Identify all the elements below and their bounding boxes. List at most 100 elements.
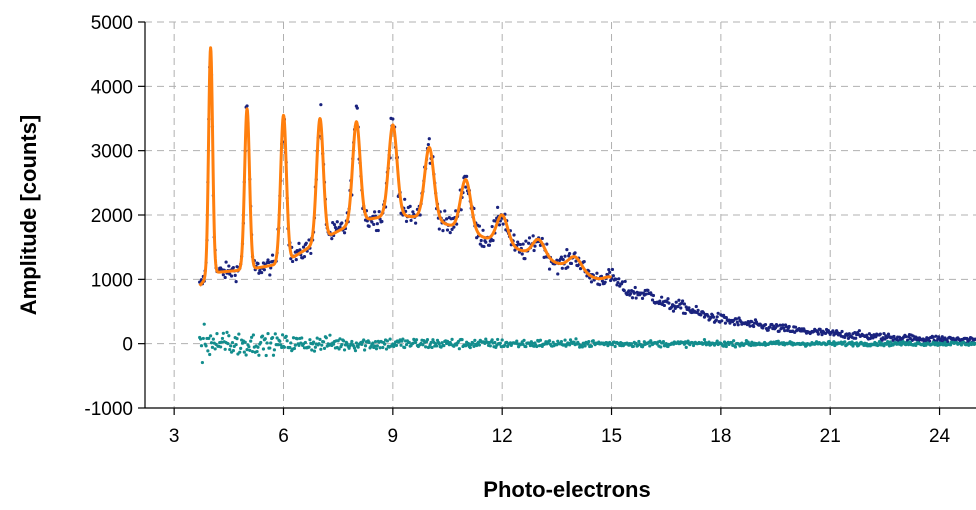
residual-point <box>237 332 241 336</box>
residual-point <box>221 331 225 335</box>
measured-point <box>569 261 574 266</box>
measured-point <box>674 300 678 304</box>
residual-point <box>404 342 409 347</box>
residual-point <box>431 338 435 342</box>
measured-point <box>946 340 950 344</box>
residual-point <box>308 338 312 342</box>
residual-point <box>707 340 711 344</box>
measured-point <box>319 103 323 107</box>
residual-point <box>587 340 591 344</box>
residual-point <box>715 339 719 343</box>
residual-point <box>425 337 430 342</box>
measured-point <box>418 213 422 217</box>
residual-point <box>388 337 392 341</box>
measured-point <box>574 259 578 263</box>
residual-point <box>276 343 280 347</box>
residual-point <box>466 342 471 346</box>
measured-point <box>676 304 680 309</box>
residual-point <box>430 345 434 350</box>
measured-point <box>448 231 452 235</box>
residual-point <box>268 346 272 350</box>
residual-point <box>211 337 215 341</box>
residual-point <box>273 332 277 336</box>
measured-point <box>338 225 342 229</box>
residual-point <box>261 347 266 351</box>
residual-point <box>403 345 407 350</box>
series-residual <box>198 322 976 365</box>
residual-point <box>580 345 584 349</box>
residual-point <box>749 343 753 348</box>
measured-point <box>838 332 842 336</box>
measured-point <box>304 241 308 245</box>
measured-point <box>231 265 235 270</box>
residual-point <box>547 339 552 343</box>
measured-point <box>523 257 527 261</box>
residual-point <box>206 349 210 353</box>
residual-point <box>648 344 652 348</box>
measured-point <box>268 273 272 277</box>
residual-point <box>535 344 539 349</box>
residual-point <box>373 340 378 344</box>
measured-point <box>454 209 458 213</box>
measured-point <box>706 314 710 318</box>
residual-point <box>843 340 847 344</box>
measured-point <box>404 219 409 223</box>
measured-point <box>666 297 670 301</box>
measured-point <box>782 326 786 330</box>
residual-point <box>250 349 255 354</box>
measured-point <box>622 289 626 293</box>
measured-point <box>627 289 631 293</box>
measured-point <box>880 338 884 342</box>
grid-lines <box>145 21 976 408</box>
residual-point <box>732 339 736 343</box>
measured-point <box>766 328 770 332</box>
x-tick-label: 3 <box>169 426 180 447</box>
measured-point <box>934 334 938 338</box>
x-tick-label: 9 <box>388 426 399 447</box>
x-tick-label: 24 <box>929 426 951 447</box>
residual-point <box>691 343 696 348</box>
residual-point <box>342 348 347 352</box>
measured-point <box>620 280 625 284</box>
residual-point <box>702 338 707 342</box>
residual-point <box>384 347 389 351</box>
measured-point <box>391 117 395 121</box>
measured-point <box>437 227 441 231</box>
measured-point <box>560 266 564 270</box>
residual-point <box>360 342 364 346</box>
residual-point <box>506 344 510 349</box>
measured-point <box>682 302 687 306</box>
measured-point <box>598 283 602 287</box>
residual-point <box>375 344 379 348</box>
measured-point <box>711 315 716 319</box>
measured-point <box>563 254 567 258</box>
measured-point <box>640 296 645 300</box>
measured-point <box>573 251 577 255</box>
residual-point <box>207 336 211 340</box>
residual-point <box>440 341 444 345</box>
residual-point <box>559 340 564 344</box>
measured-point <box>617 277 621 281</box>
measured-point <box>793 325 798 329</box>
measured-point <box>610 267 615 272</box>
residual-point <box>613 344 617 349</box>
y-tick-label: 2000 <box>91 206 133 227</box>
measured-point <box>531 234 535 238</box>
residual-point <box>234 342 238 347</box>
measured-point <box>441 229 445 233</box>
measured-point <box>857 329 861 333</box>
measured-point <box>355 106 359 110</box>
residual-point <box>350 339 354 344</box>
residual-point <box>659 345 663 349</box>
measured-point <box>426 142 430 147</box>
residual-point <box>272 348 276 352</box>
residual-point <box>490 338 494 342</box>
residual-point <box>427 345 431 349</box>
measured-point <box>233 273 237 277</box>
residual-point <box>293 343 297 347</box>
residual-point <box>362 338 366 342</box>
measured-point <box>518 242 523 247</box>
residual-point <box>295 337 299 341</box>
residual-point <box>855 341 859 345</box>
measured-point <box>335 220 339 224</box>
